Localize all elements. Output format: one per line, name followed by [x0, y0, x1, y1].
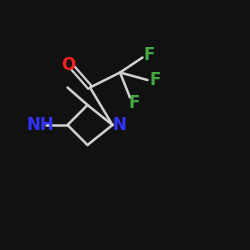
Text: F: F [149, 71, 161, 89]
Text: F: F [128, 94, 140, 112]
Text: O: O [62, 56, 76, 74]
Text: NH: NH [26, 116, 54, 134]
Text: F: F [144, 46, 155, 64]
Text: N: N [112, 116, 126, 134]
